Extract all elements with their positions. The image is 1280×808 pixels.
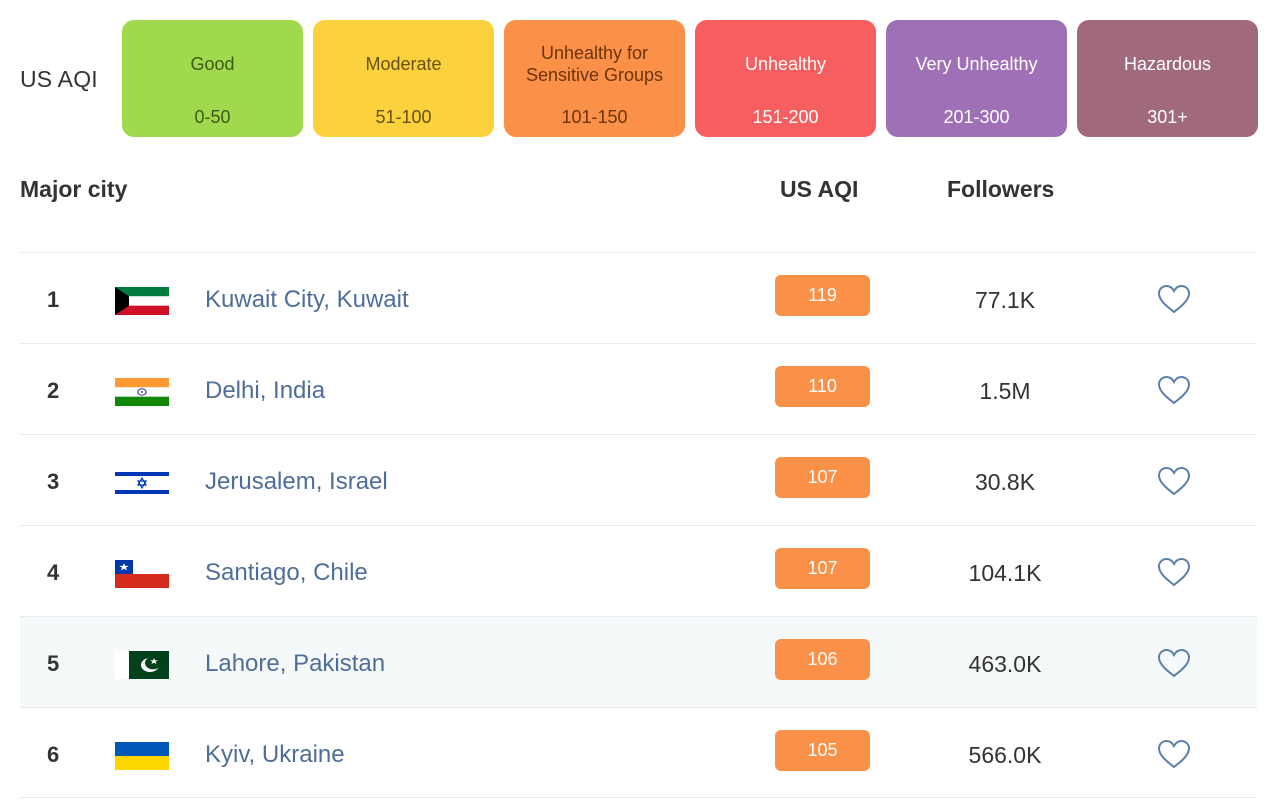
aqi-level-label: Good	[190, 54, 235, 74]
aqi-value-badge: 110	[775, 366, 870, 407]
table-row: 2 Delhi, India 110 1.5M	[20, 343, 1257, 434]
city-link[interactable]: Delhi, India	[205, 377, 326, 404]
followers-count: 77.1K	[974, 287, 1036, 313]
rank-number: 4	[47, 560, 60, 585]
aqi-level-good: Good 0-50	[122, 20, 303, 137]
table-row: 6 Kyiv, Ukraine 105 566.0K	[20, 707, 1257, 798]
legend-title: US AQI	[20, 66, 98, 92]
table-row: 4 Santiago, Chile 107 104.1K	[20, 525, 1257, 616]
table-row: 5 Lahore, Pakistan 106 463.0K	[20, 616, 1257, 707]
column-header-aqi: US AQI	[780, 176, 859, 202]
followers-count: 463.0K	[968, 651, 1042, 677]
heart-icon[interactable]	[1156, 647, 1192, 679]
israel-flag-icon	[115, 469, 169, 497]
rank-number: 5	[47, 651, 60, 676]
ukraine-flag-icon	[115, 742, 169, 770]
heart-icon[interactable]	[1156, 374, 1192, 406]
heart-icon[interactable]	[1156, 465, 1192, 497]
rank-number: 3	[47, 469, 60, 494]
aqi-level-label: Moderate	[365, 54, 442, 74]
aqi-level-label: Unhealthy for Sensitive Groups	[525, 43, 664, 85]
aqi-level-range: 51-100	[375, 107, 432, 127]
pakistan-flag-icon	[115, 651, 169, 679]
rank-number: 2	[47, 378, 60, 403]
india-flag-icon	[115, 378, 169, 406]
aqi-level-unhealthy: Unhealthy 151-200	[695, 20, 876, 137]
followers-count: 566.0K	[968, 742, 1042, 768]
city-link[interactable]: Kuwait City, Kuwait	[205, 286, 409, 313]
aqi-value-badge: 107	[775, 548, 870, 589]
rank-number: 1	[47, 287, 60, 312]
city-link[interactable]: Santiago, Chile	[205, 559, 368, 586]
chile-flag-icon	[115, 560, 169, 588]
aqi-level-hazardous: Hazardous 301+	[1077, 20, 1258, 137]
aqi-level-very-unhealthy: Very Unhealthy 201-300	[886, 20, 1067, 137]
aqi-level-label: Hazardous	[1123, 54, 1212, 74]
aqi-value-badge: 106	[775, 639, 870, 680]
aqi-value-badge: 105	[775, 730, 870, 771]
city-link[interactable]: Kyiv, Ukraine	[205, 741, 345, 768]
followers-count: 1.5M	[979, 378, 1031, 404]
city-ranking-table: 1 Kuwait City, Kuwait 119 77.1K 2	[20, 252, 1257, 798]
followers-count: 30.8K	[974, 469, 1036, 495]
aqi-value-badge: 119	[775, 275, 870, 316]
aqi-legend: US AQI Good 0-50 Moderate 51-100 Unhealt…	[0, 0, 1280, 150]
column-header-followers: Followers	[947, 176, 1055, 202]
table-row: 3 Jerusalem, Israel 107 30.8K	[20, 434, 1257, 525]
kuwait-flag-icon	[115, 287, 169, 315]
city-link[interactable]: Jerusalem, Israel	[205, 468, 388, 495]
aqi-value-badge: 107	[775, 457, 870, 498]
heart-icon[interactable]	[1156, 556, 1192, 588]
aqi-level-range: 101-150	[561, 107, 628, 127]
aqi-level-range: 201-300	[943, 107, 1010, 127]
followers-count: 104.1K	[968, 560, 1042, 586]
city-link[interactable]: Lahore, Pakistan	[205, 650, 386, 677]
aqi-level-range: 151-200	[752, 107, 819, 127]
aqi-level-label: Unhealthy	[744, 54, 827, 74]
aqi-level-label: Very Unhealthy	[915, 54, 1038, 74]
rank-number: 6	[47, 742, 60, 767]
aqi-level-range: 0-50	[194, 107, 231, 127]
column-header-city: Major city	[20, 176, 128, 202]
heart-icon[interactable]	[1156, 283, 1192, 315]
heart-icon[interactable]	[1156, 738, 1192, 770]
aqi-level-range: 301+	[1147, 107, 1188, 127]
table-row: 1 Kuwait City, Kuwait 119 77.1K	[20, 252, 1257, 343]
aqi-level-moderate: Moderate 51-100	[313, 20, 494, 137]
aqi-level-unhealthy-sensitive: Unhealthy for Sensitive Groups 101-150	[504, 20, 685, 137]
